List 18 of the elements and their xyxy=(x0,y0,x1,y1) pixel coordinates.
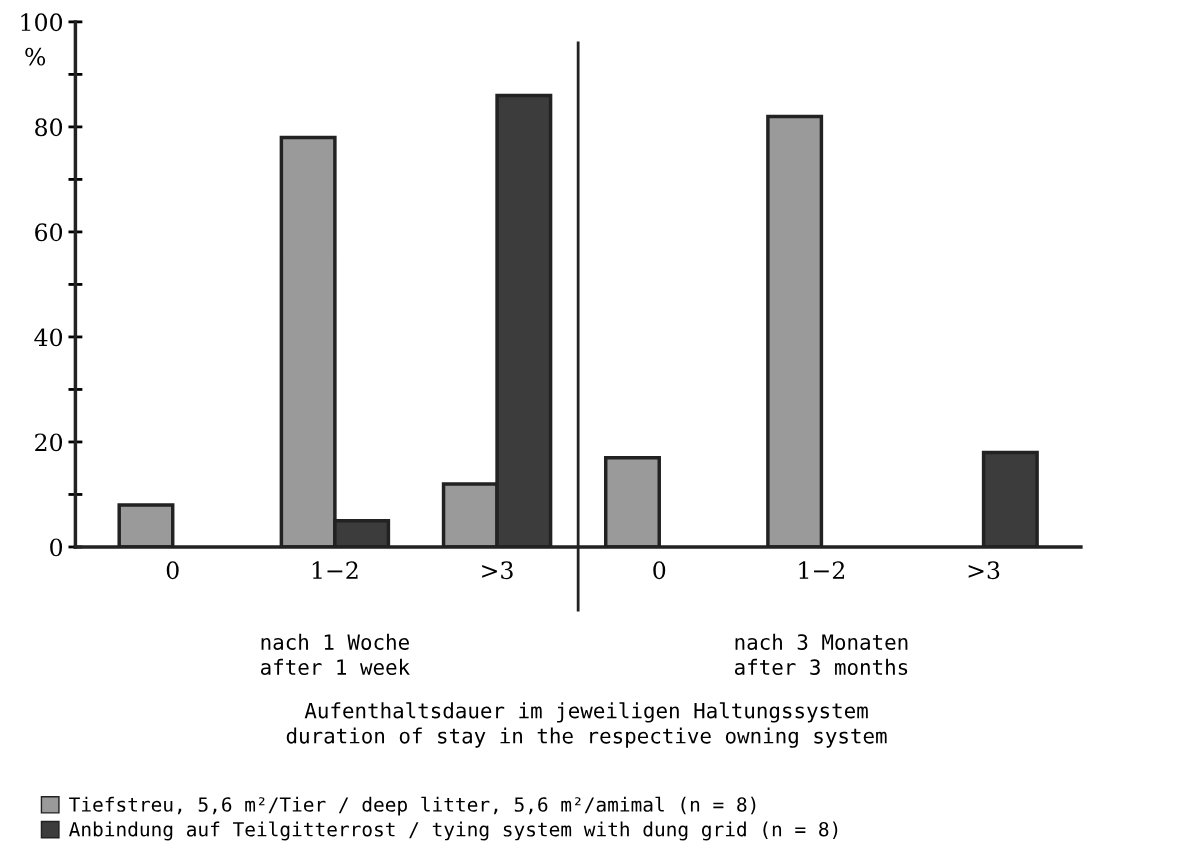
x-tick-label: 1−2 xyxy=(799,561,845,579)
legend-label: Tiefstreu, 5,6 m²/Tier / deep litter, 5,6 m²/amimal (n = 8) xyxy=(69,796,756,816)
text: nach 3 Monaten after 3 months xyxy=(734,633,908,675)
y-tick-label: 100 xyxy=(21,13,63,32)
x-tick-label: >3 xyxy=(968,561,1000,580)
legend-label: Anbindung auf Teilgitterrost / tying system with dung grid (n = 8) xyxy=(69,821,838,841)
text: Aufenthaltsdauer im jeweiligen Haltungssystem duration of stay in the respective owning system xyxy=(286,702,887,748)
text: nach 1 Woche after 1 week xyxy=(260,633,410,675)
y-axis-title: % xyxy=(25,47,46,66)
y-tick-label: 60 xyxy=(35,223,63,242)
x-tick-label: 1−2 xyxy=(312,561,358,579)
x-tick-label: >3 xyxy=(482,561,513,580)
y-tick-label: 0 xyxy=(50,538,63,557)
x-tick-label: 0 xyxy=(653,561,666,580)
x-tick-label: 0 xyxy=(166,561,179,580)
y-tick-label: 80 xyxy=(35,118,63,137)
y-tick-label: 40 xyxy=(34,328,63,347)
y-tick-label: 20 xyxy=(35,433,63,452)
